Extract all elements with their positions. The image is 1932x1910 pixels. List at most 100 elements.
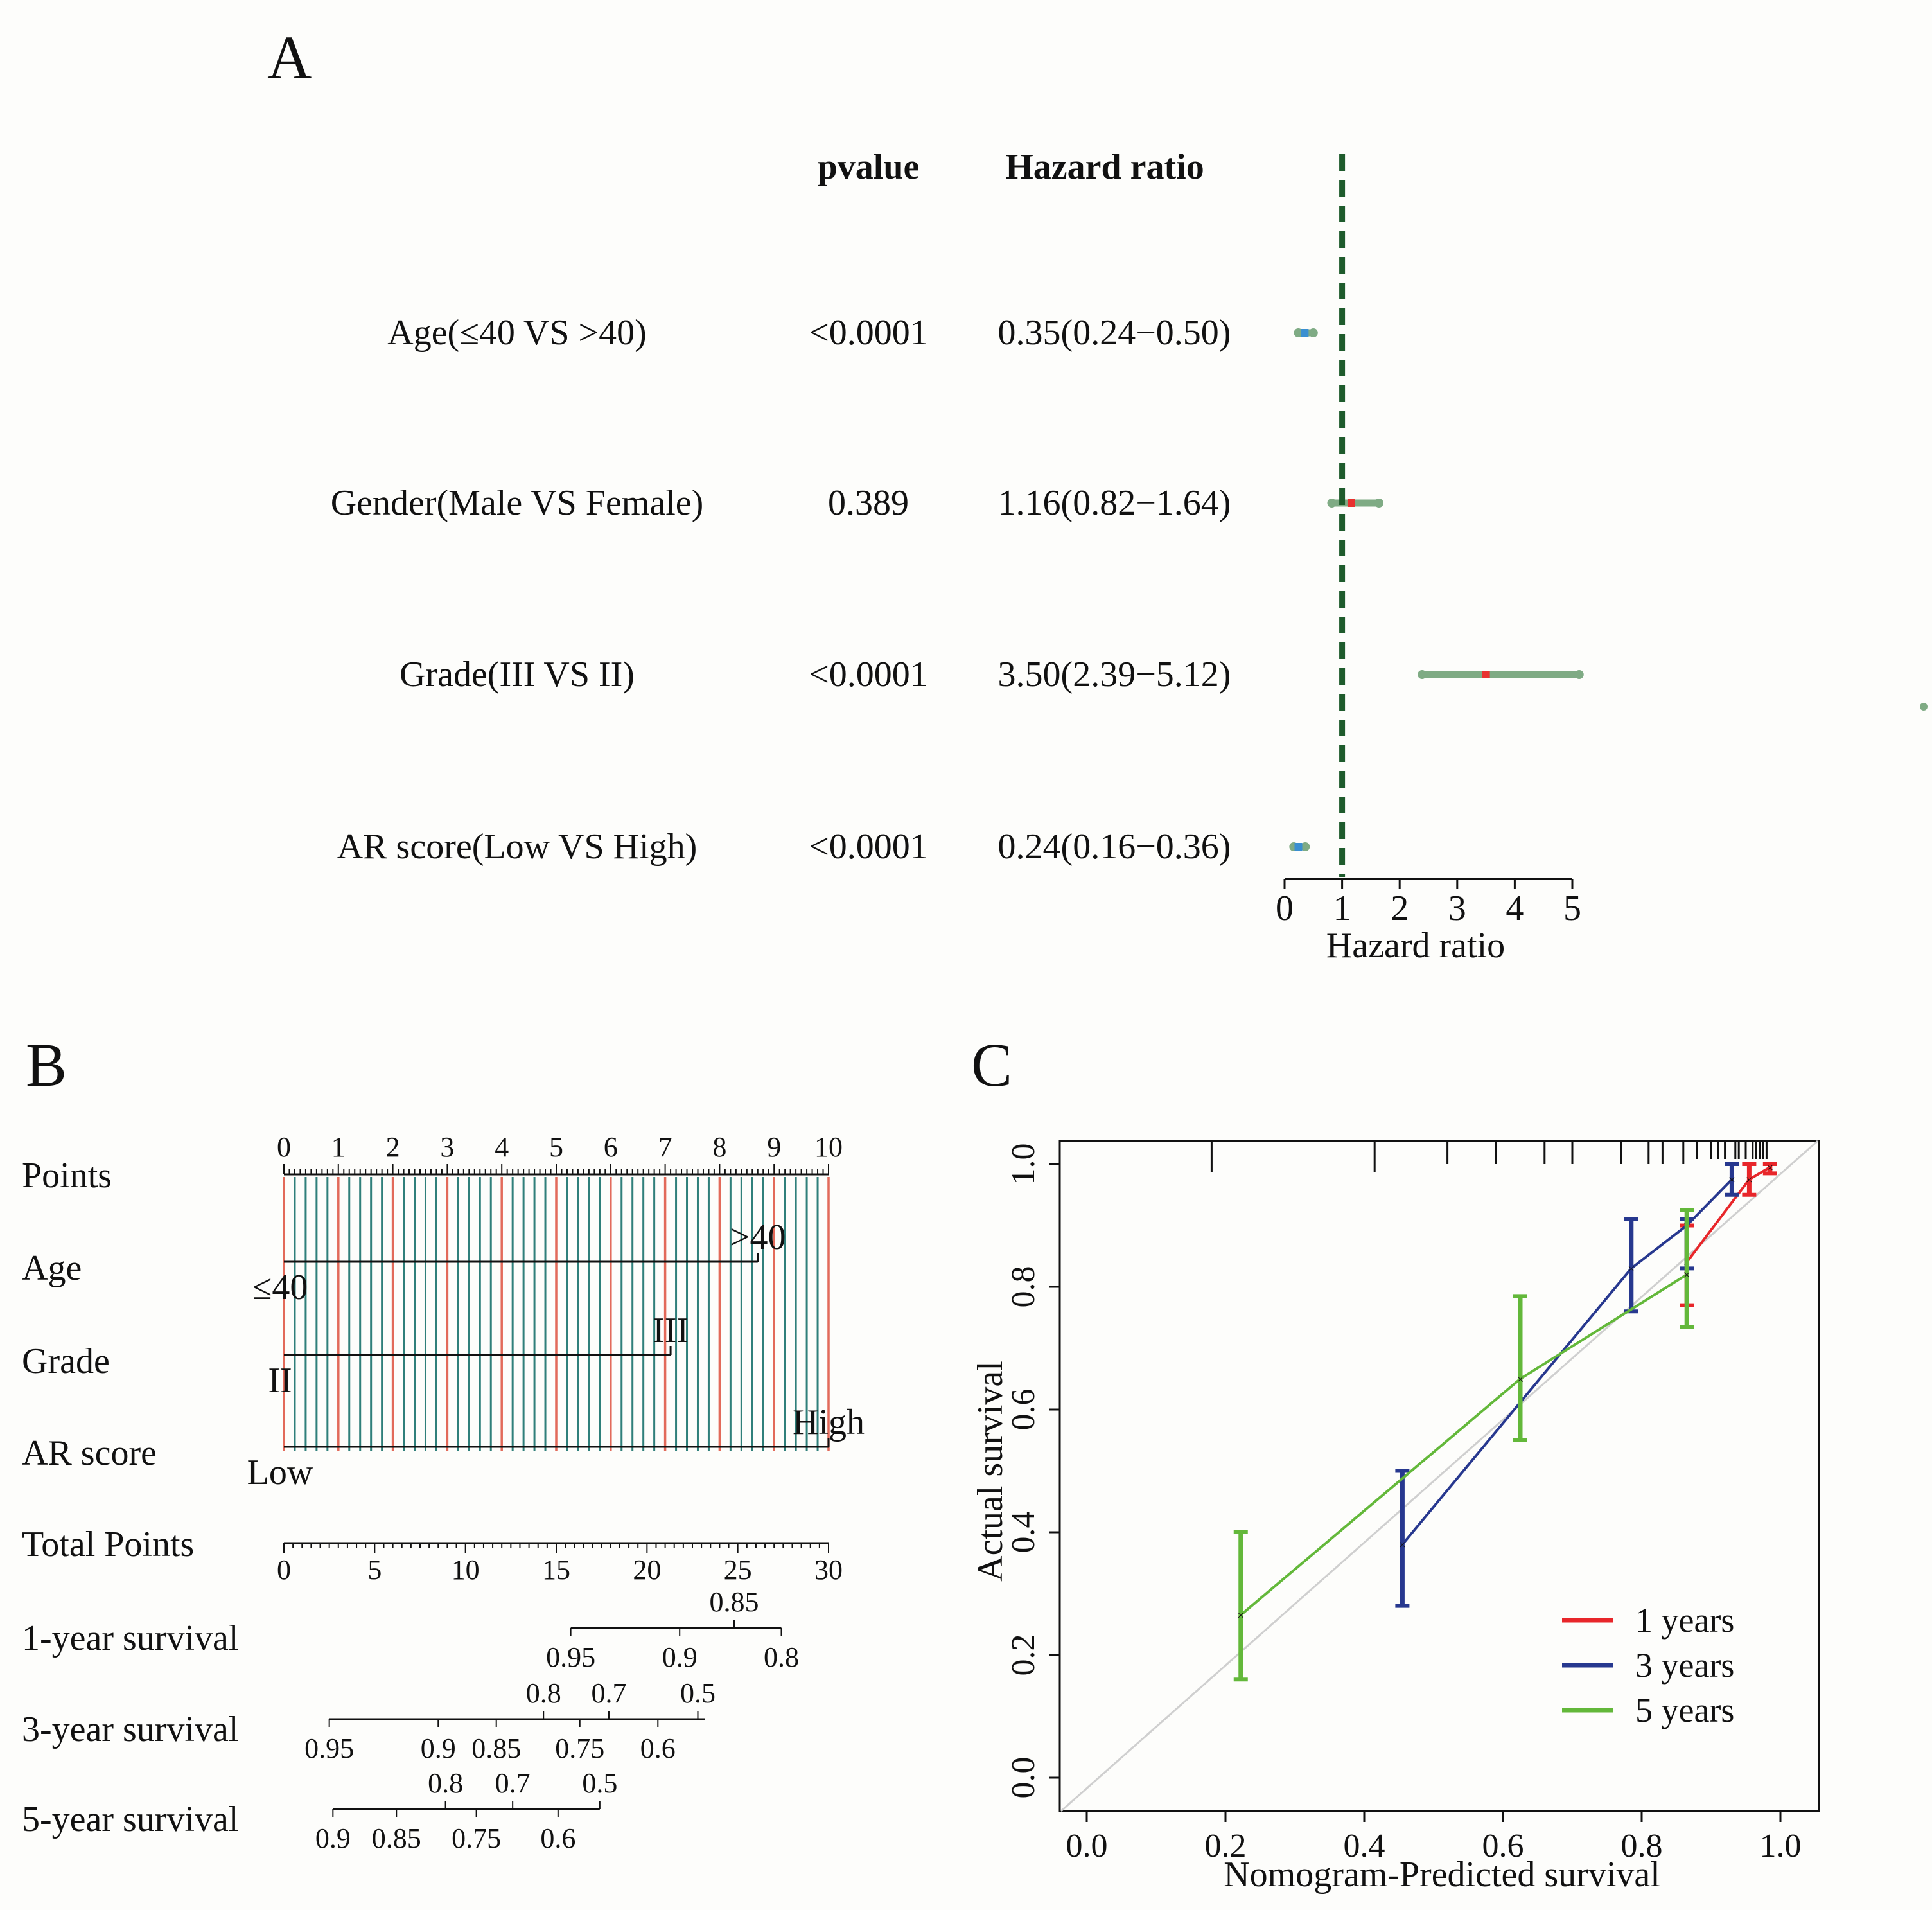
forest-x-tick-label: 0 [1276, 889, 1294, 928]
survival-tick-label: 0.8 [764, 1641, 799, 1673]
variable-label: Age [22, 1248, 82, 1288]
survival-tick-label: 0.95 [546, 1641, 595, 1673]
calibration-point-marker: × [1683, 1268, 1690, 1282]
total-points-tick-label: 10 [452, 1554, 480, 1586]
panel-b-letter: B [26, 1030, 67, 1099]
survival-tick-label: 0.7 [495, 1767, 531, 1799]
forest-row-label: Gender(Male VS Female) [331, 483, 704, 523]
calibration-ylabel: Actual survival [970, 1361, 1010, 1582]
variable-level-high: III [653, 1311, 689, 1350]
calibration-point-marker: × [1728, 1173, 1735, 1187]
survival-scale-label: 5-year survival [22, 1799, 238, 1839]
calibration-point-marker: × [1399, 1538, 1406, 1552]
survival-tick-label: 0.85 [471, 1733, 521, 1764]
calibration-xlabel: Nomogram-Predicted survival [1224, 1855, 1660, 1895]
calibration-y-tick-label: 1.0 [1005, 1144, 1042, 1185]
forest-row-pvalue: <0.0001 [809, 313, 928, 353]
total-points-tick-label: 15 [542, 1554, 570, 1586]
survival-tick-label: 0.85 [372, 1823, 421, 1854]
variable-level-high: High [793, 1402, 865, 1442]
forest-row-label: Grade(III VS II) [400, 655, 635, 694]
hr-header: Hazard ratio [1005, 147, 1204, 187]
calibration-series-line [1240, 1273, 1688, 1616]
calibration-point-marker: × [1746, 1173, 1753, 1187]
survival-tick-label: 0.75 [452, 1823, 501, 1854]
calibration-frame [1058, 1140, 1820, 1812]
forest-row-hr: 0.24(0.16−0.36) [998, 827, 1231, 867]
points-tick-label: 1 [331, 1131, 346, 1163]
forest-ci-cap [1374, 499, 1383, 508]
calibration-x-tick-label: 0.6 [1482, 1828, 1524, 1864]
total-points-label: Total Points [22, 1525, 194, 1564]
calibration-point-marker: × [1237, 1609, 1244, 1623]
forest-ci-cap [1301, 842, 1310, 851]
forest-x-tick-label: 2 [1391, 889, 1409, 928]
points-tick-label: 8 [712, 1131, 726, 1163]
calibration-ideal-line [1060, 1140, 1818, 1812]
survival-scale-label: 1-year survival [22, 1618, 238, 1658]
forest-row-label: AR score(Low VS High) [337, 827, 697, 867]
points-tick-label: 3 [440, 1131, 454, 1163]
points-tick-label: 6 [604, 1131, 618, 1163]
variable-level-low: Low [247, 1453, 313, 1492]
forest-x-tick-label: 3 [1448, 889, 1466, 928]
calibration-y-tick-label: 0.8 [1005, 1266, 1042, 1308]
calibration-point-marker: × [1766, 1161, 1773, 1175]
forest-row-label: Age(≤40 VS >40) [387, 313, 646, 353]
forest-ci-cap [1574, 670, 1584, 679]
survival-tick-label: 0.95 [304, 1733, 354, 1764]
total-points-tick-label: 25 [724, 1554, 752, 1586]
forest-row-hr: 3.50(2.39−5.12) [998, 655, 1231, 694]
calibration-y-tick-label: 0.4 [1005, 1512, 1042, 1553]
calibration-point-marker: × [1628, 1262, 1635, 1276]
survival-tick-label: 0.75 [555, 1733, 604, 1764]
calibration-x-tick-label: 0.2 [1205, 1828, 1247, 1864]
points-tick-label: 7 [658, 1131, 672, 1163]
legend-label: 1 years [1635, 1601, 1734, 1640]
variable-level-high: >40 [730, 1217, 786, 1257]
points-tick-label: 0 [277, 1131, 291, 1163]
forest-plot: Age(≤40 VS >40) <0.0001 0.35(0.24−0.50) Gen… [331, 154, 1928, 928]
survival-tick-label: 0.9 [662, 1641, 698, 1673]
calibration-y-tick-label: 0.0 [1005, 1757, 1042, 1799]
forest-stray-point [1920, 703, 1928, 711]
survival-tick-label: 0.5 [680, 1677, 716, 1709]
panel-a-letter: A [267, 23, 312, 92]
survival-scale-label: 3-year survival [22, 1710, 238, 1749]
legend-label: 5 years [1635, 1691, 1734, 1729]
forest-row-hr: 1.16(0.82−1.64) [998, 483, 1231, 523]
calibration-y-tick-label: 0.6 [1005, 1389, 1042, 1431]
forest-x-tick-label: 5 [1563, 889, 1581, 928]
calibration-series-line [1401, 1178, 1733, 1546]
panel-c-letter: C [971, 1030, 1012, 1099]
points-label: Points [22, 1156, 112, 1196]
points-tick-label: 5 [549, 1131, 563, 1163]
survival-tick-label: 0.6 [540, 1823, 575, 1854]
points-tick-label: 4 [495, 1131, 509, 1163]
variable-level-low: II [268, 1361, 292, 1401]
calibration-y-tick-label: 0.2 [1005, 1634, 1042, 1676]
survival-tick-label: 0.9 [315, 1823, 351, 1854]
variable-label: AR score [22, 1433, 157, 1473]
forest-x-tick-label: 1 [1333, 889, 1351, 928]
forest-point [1294, 843, 1303, 851]
total-points-tick-label: 30 [814, 1554, 843, 1586]
survival-tick-label: 0.85 [710, 1586, 759, 1618]
points-tick-label: 10 [814, 1131, 843, 1163]
survival-tick-label: 0.8 [526, 1677, 561, 1709]
points-tick-label: 2 [386, 1131, 400, 1163]
calibration-x-tick-label: 0.4 [1344, 1828, 1385, 1864]
survival-tick-label: 0.7 [591, 1677, 626, 1709]
forest-row-pvalue: 0.389 [828, 483, 909, 523]
forest-ci-cap [1294, 328, 1303, 337]
forest-ci-cap [1308, 328, 1318, 337]
forest-x-tick-label: 4 [1506, 889, 1524, 928]
forest-row-hr: 0.35(0.24−0.50) [998, 313, 1231, 353]
total-points-tick-label: 0 [277, 1554, 291, 1586]
forest-point [1301, 329, 1309, 337]
calibration-plot: 0.0 0.2 0.4 0.6 0.8 1.0 0.0 0.2 0.4 0.6 0.8 1.0 × × × ×… [1005, 1140, 1820, 1864]
forest-row-pvalue: <0.0001 [809, 827, 928, 867]
variable-level-low: ≤40 [252, 1268, 308, 1307]
